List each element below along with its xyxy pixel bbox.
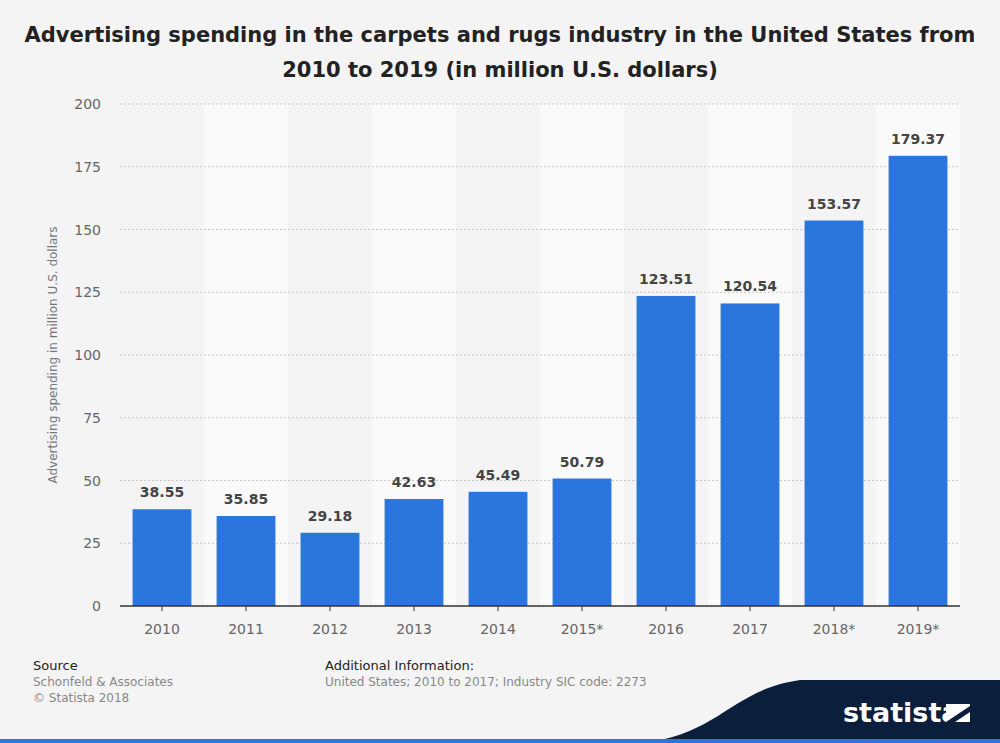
x-tick-label: 2016 (648, 621, 684, 637)
y-tick-label: 50 (83, 473, 101, 489)
source-label: Source (33, 658, 78, 673)
data-label: 120.54 (723, 278, 777, 294)
brand: statista (843, 697, 960, 728)
y-tick-label: 200 (74, 96, 101, 112)
x-tick-label: 2017 (732, 621, 768, 637)
bar (637, 296, 696, 606)
brand-icon-cut (946, 706, 970, 722)
x-tick (582, 606, 583, 611)
y-tick-label: 0 (92, 598, 101, 614)
bar (721, 303, 780, 606)
chart: Advertising spending in the carpets and … (0, 0, 1000, 743)
x-tick-label: 2019* (897, 621, 940, 637)
info-label: Additional Information: (325, 658, 474, 673)
x-tick-label: 2018* (813, 621, 856, 637)
brand-shape (640, 680, 1000, 743)
bar (301, 533, 360, 606)
data-label: 179.37 (891, 131, 945, 147)
brand-line (0, 739, 1000, 743)
copyright: © Statista 2018 (33, 691, 129, 705)
data-label: 38.55 (140, 484, 184, 500)
x-tick-label: 2013 (396, 621, 432, 637)
y-tick-label: 25 (83, 535, 101, 551)
x-tick (330, 606, 331, 611)
bar (553, 479, 612, 606)
grid-line (120, 104, 960, 105)
grid-line (120, 166, 960, 167)
y-tick-label: 175 (74, 159, 101, 175)
source: Schonfeld & Associates (33, 675, 173, 689)
data-label: 42.63 (392, 474, 436, 490)
info: United States; 2010 to 2017; Industry SI… (325, 675, 647, 689)
data-label: 45.49 (476, 467, 520, 483)
x-tick (246, 606, 247, 611)
x-tick-label: 2015* (561, 621, 604, 637)
data-label: 123.51 (639, 271, 693, 287)
brand-icon (946, 704, 970, 722)
x-tick (498, 606, 499, 611)
bar (805, 221, 864, 606)
x-tick (750, 606, 751, 611)
data-label: 35.85 (224, 491, 268, 507)
data-label: 29.18 (308, 508, 352, 524)
y-tick-label: 100 (74, 347, 101, 363)
data-label: 153.57 (807, 196, 861, 212)
y-tick-label: 150 (74, 222, 101, 238)
bars (133, 156, 948, 606)
x-tick (918, 606, 919, 611)
bar (217, 516, 276, 606)
x-tick-label: 2010 (144, 621, 180, 637)
title: Advertising spending in the carpets and … (25, 23, 976, 82)
bar (469, 492, 528, 606)
bar (133, 509, 192, 606)
title-line: Advertising spending in the carpets and … (25, 23, 976, 47)
data-label: 50.79 (560, 454, 604, 470)
x-tick-label: 2012 (312, 621, 348, 637)
x-tick-label: 2014 (480, 621, 516, 637)
y-tick-label: 75 (83, 410, 101, 426)
background (0, 0, 1000, 743)
x-tick (162, 606, 163, 611)
x-tick (834, 606, 835, 611)
band (708, 104, 792, 606)
bar (385, 499, 444, 606)
x-tick (666, 606, 667, 611)
title-line: 2010 to 2019 (in million U.S. dollars) (282, 58, 718, 82)
bar (889, 156, 948, 606)
band (876, 104, 960, 606)
x-tick (414, 606, 415, 611)
y-axis-label: Advertising spending in million U.S. dol… (46, 226, 60, 483)
x-tick-label: 2011 (228, 621, 264, 637)
y-tick-label: 125 (74, 284, 101, 300)
